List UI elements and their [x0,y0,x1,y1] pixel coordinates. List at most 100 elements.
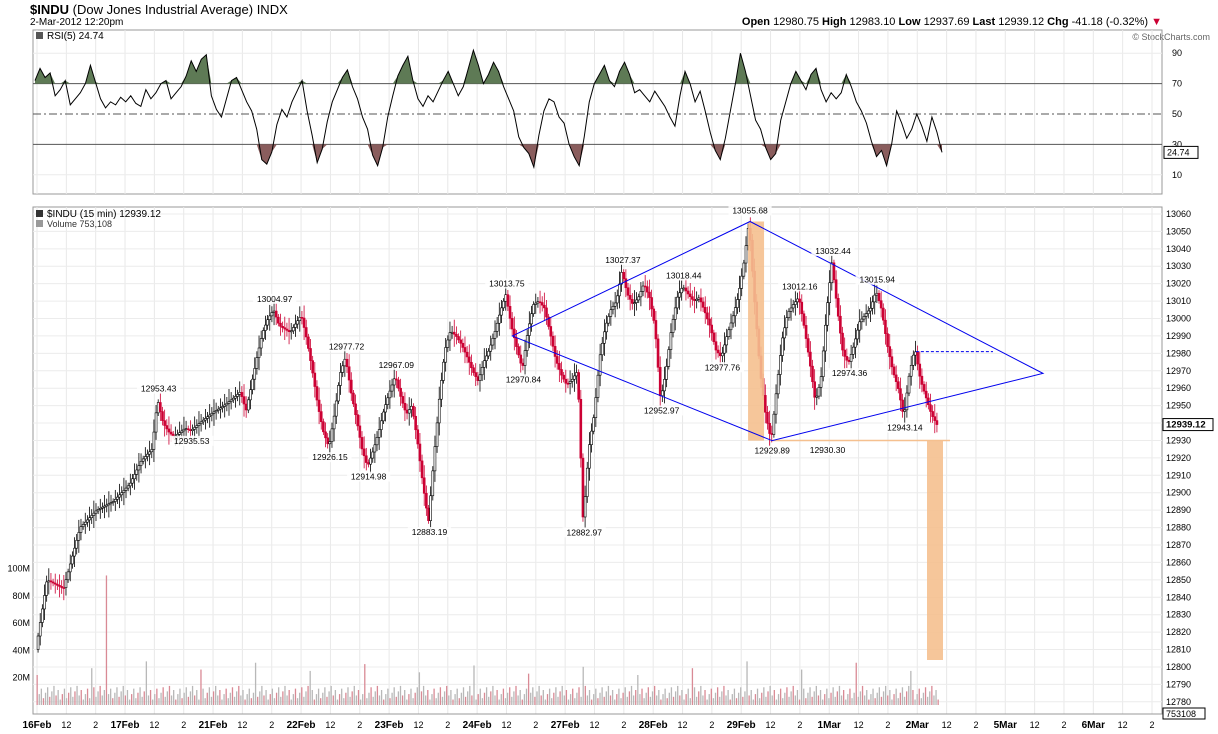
volume-bar [523,694,526,705]
price-y-tick: 12890 [1166,505,1191,515]
candle-up [47,580,51,583]
annotation-bg [407,527,452,538]
candle-up [208,414,211,418]
volume-bar [693,687,696,705]
candle-down [474,372,478,377]
volume-bar [166,691,169,705]
volume-bar [420,691,423,705]
candle-down [688,293,692,297]
volume-bar [632,695,635,705]
candle-down [358,425,362,438]
volume-bar [446,685,448,705]
volume-bar [836,691,838,705]
candle-up [500,307,503,316]
candle-down [809,351,812,367]
volume-bar [244,699,246,705]
volume-bar [483,692,486,705]
candle-up [727,329,731,337]
volume-bar [794,695,796,705]
candle-down [841,332,844,351]
candle-down [804,325,808,339]
last-price-box [1162,418,1214,432]
price-y-tick: 13000 [1166,314,1191,324]
volume-bar [744,691,746,705]
candle-up [525,335,529,351]
candle-down [699,297,703,303]
candle-down [656,338,660,368]
volume-bar [89,698,91,705]
candle-down [322,421,325,433]
candle-down [467,356,471,363]
volume-bar [370,687,372,705]
volume-bar [889,690,891,705]
volume-bar [236,691,238,705]
volume-bar [821,699,824,705]
volume-bar [498,699,500,705]
volume-bar [292,694,295,705]
volume-bar [838,685,841,705]
volume-bar [229,692,232,705]
volume-bar [485,687,488,705]
x-tick-label: 12 [766,720,776,730]
volume-bar [847,694,849,705]
candle-down [886,333,889,347]
x-tick-label: 29Feb [727,720,756,731]
x-tick-label: 28Feb [639,720,668,731]
candle-down [452,331,456,335]
candle-down [416,429,420,445]
candle-up [330,428,334,442]
volume-bar [158,698,160,705]
candle-down [521,362,525,366]
candle-up [139,460,143,466]
x-tick-label: 12 [854,720,864,730]
candle-up [268,315,272,320]
volume-bar [322,692,324,705]
candle-up [620,272,623,285]
volume-bar [59,699,61,705]
candle-up [673,307,677,320]
candle-down [309,348,312,361]
rsi-current-value: 24.74 [1167,147,1190,157]
candle-up [854,338,857,348]
candle-up [596,374,600,398]
volume-bar [149,690,152,705]
candle-up [334,400,338,417]
candle-up [744,245,748,264]
volume-bar [695,696,698,705]
rsi-oversold-fill [35,144,942,168]
chg-down-icon: ▼ [1151,16,1162,28]
candle-up [214,410,218,413]
candle-down [51,581,55,584]
price-y-tick: 12800 [1166,662,1191,672]
volume-bar [168,685,171,705]
volume-bar [273,698,276,705]
candle-down [540,302,544,306]
candle-down [879,300,883,309]
volume-bar [750,690,752,705]
volume-bar [313,699,316,705]
volume-bar [851,698,853,705]
candle-down [768,422,771,434]
x-tick-label: 12 [501,720,511,730]
x-tick-label: 12 [325,720,335,730]
volume-bar [395,696,397,705]
candle-up [43,595,46,610]
x-tick-label: 12 [237,720,247,730]
volume-bar [170,695,173,705]
volume-bar [868,699,870,705]
candle-down [319,411,323,423]
volume-bar [305,691,307,705]
volume-bar [658,690,660,705]
volume-bar [775,699,778,705]
price-y-tick: 12870 [1166,540,1191,550]
candle-down [566,382,570,385]
x-tick-label: 1Mar [818,720,841,731]
volume-bar [725,695,727,705]
volume-bar [857,696,859,705]
volume-bar [704,690,706,705]
volume-bar [853,692,855,705]
volume-bar [723,685,725,705]
candle-up [257,347,261,358]
price-annotation: 13027.37 [605,255,641,265]
